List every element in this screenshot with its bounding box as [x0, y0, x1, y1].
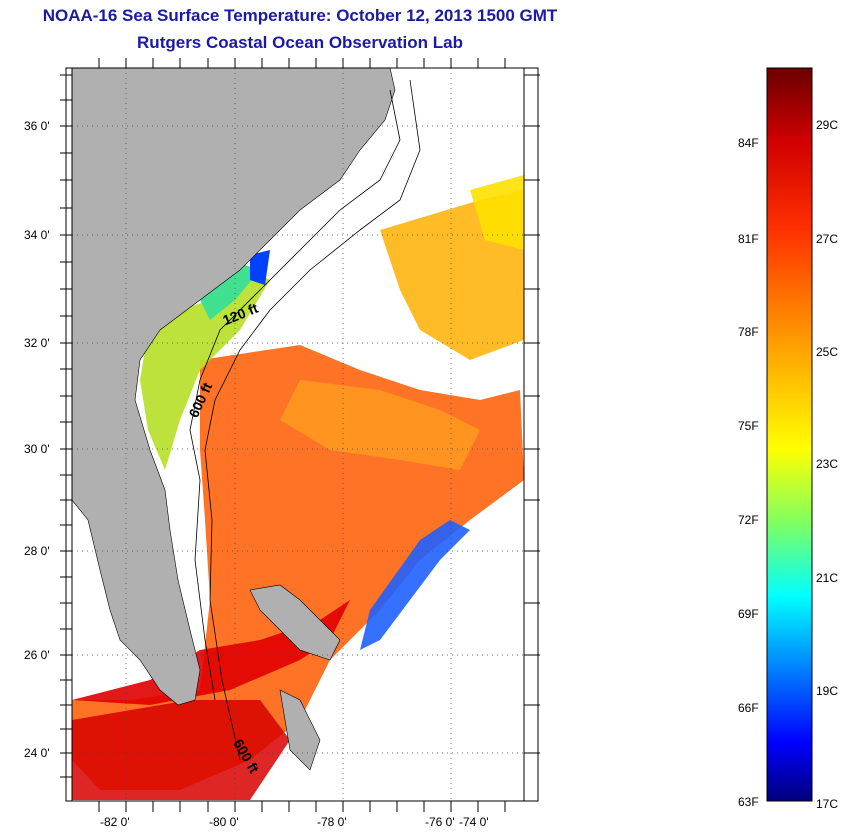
gulf-stream-core — [72, 600, 350, 705]
keys-warm-water — [72, 700, 290, 800]
lat-label-28: 28 0' — [24, 544, 50, 558]
blue-patch-1 — [250, 250, 270, 285]
map-data-layer — [72, 68, 524, 801]
colorbar-f-84: 84F — [738, 136, 759, 150]
lat-label-30: 30 0' — [24, 442, 50, 456]
colorbar-f-69: 69F — [738, 607, 759, 621]
colorbar-f-75: 75F — [738, 419, 759, 433]
coastal-green-water — [200, 265, 260, 320]
map-title: NOAA-16 Sea Surface Temperature: October… — [42, 6, 558, 25]
colorbar-c-17: 17C — [816, 797, 839, 811]
land-mainland — [72, 68, 396, 706]
lat-ticks — [60, 74, 540, 778]
lon-label-78: -78 0' — [317, 815, 347, 829]
lat-label-24: 24 0' — [24, 746, 50, 760]
orange-band — [280, 380, 480, 470]
lon-ticks — [98, 58, 506, 812]
lon-label-76: -76 0' — [425, 815, 455, 829]
lon-label-74: -74 0' — [459, 815, 489, 829]
colorbar-f-81: 81F — [738, 232, 759, 246]
colorbar-f-78: 78F — [738, 325, 759, 339]
colorbar-c-23: 23C — [816, 457, 839, 471]
blue-eddy-band — [360, 520, 470, 650]
colorbar-f-72: 72F — [738, 513, 759, 527]
colorbar-f-63: 63F — [738, 795, 759, 809]
colorbar-c-19: 19C — [816, 684, 839, 698]
colorbar-c-29: 29C — [816, 118, 839, 132]
colorbar-f-66: 66F — [738, 701, 759, 715]
lat-label-26: 26 0' — [24, 648, 50, 662]
lat-label-36: 36 0' — [24, 119, 50, 133]
colorbar-c-21: 21C — [816, 571, 839, 585]
north-yellow-patch — [470, 175, 524, 250]
lat-label-34: 34 0' — [24, 228, 50, 242]
lat-label-32: 32 0' — [24, 336, 50, 350]
contour-600ft — [204, 79, 421, 761]
colorbar-c-25: 25C — [816, 345, 839, 359]
lon-label-82: -82 0' — [100, 815, 130, 829]
bahamas-islands — [249, 584, 341, 661]
lon-label-80: -80 0' — [209, 815, 239, 829]
map-subtitle: Rutgers Coastal Ocean Observation Lab — [137, 33, 463, 52]
contour-120ft — [189, 89, 401, 701]
colorbar — [766, 67, 813, 802]
colorbar-c-27: 27C — [816, 232, 839, 246]
